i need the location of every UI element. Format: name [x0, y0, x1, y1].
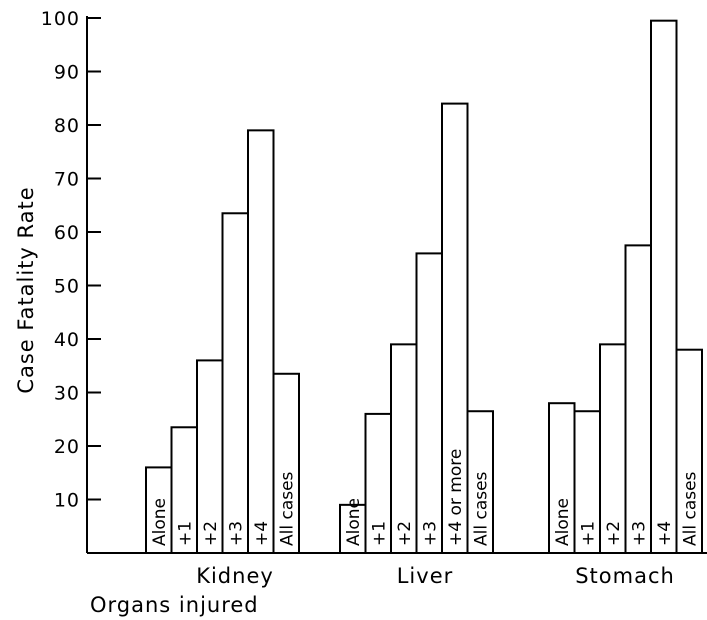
y-tick-label: 40	[54, 329, 80, 351]
bar	[466, 410, 494, 554]
y-tick-label: 10	[54, 490, 80, 512]
bar-label: Alone	[344, 498, 364, 546]
bar-label: +2	[201, 521, 221, 546]
group-label: Liver	[397, 564, 454, 588]
bar-label: Alone	[553, 498, 573, 546]
bar-label: +2	[604, 521, 624, 546]
bar	[247, 129, 275, 554]
bar	[145, 466, 173, 554]
chart-bars	[145, 19, 703, 555]
bar-label: +4 or more	[446, 449, 466, 546]
bar-label: +4	[252, 521, 272, 546]
bar	[364, 412, 392, 554]
y-tick-label: 50	[54, 276, 80, 298]
bar-label: +1	[175, 521, 195, 546]
y-tick-label: 20	[54, 436, 80, 458]
y-axis-title: Case Fatality Rate	[14, 186, 38, 393]
bar-label: +1	[578, 521, 598, 546]
bar	[441, 102, 469, 554]
bar-label: +2	[395, 521, 415, 546]
bar-label: +4	[655, 521, 675, 546]
x-axis-title: Organs injured	[90, 593, 259, 617]
bar	[650, 19, 678, 555]
bar	[675, 348, 703, 555]
bar-label: All cases	[471, 471, 491, 546]
bar	[221, 212, 249, 554]
bar-label: +3	[420, 521, 440, 546]
bar-label: Alone	[150, 498, 170, 546]
bar	[599, 343, 627, 554]
y-tick-label: 100	[41, 8, 80, 30]
y-tick-label: 70	[54, 169, 80, 191]
y-tick-label: 90	[54, 62, 80, 84]
bar	[573, 410, 601, 554]
bar	[624, 244, 652, 554]
bar-label: +1	[369, 521, 389, 546]
bar-label: All cases	[277, 471, 297, 546]
y-tick-label: 30	[54, 383, 80, 405]
group-label: Stomach	[575, 564, 675, 588]
bar-label: +3	[226, 521, 246, 546]
y-tick-label: 80	[54, 115, 80, 137]
bar	[415, 252, 443, 554]
y-tick-label: 60	[54, 222, 80, 244]
bar-label: +3	[629, 521, 649, 546]
bar	[272, 372, 300, 554]
bar-label: All cases	[680, 471, 700, 546]
group-label: Kidney	[196, 564, 274, 588]
